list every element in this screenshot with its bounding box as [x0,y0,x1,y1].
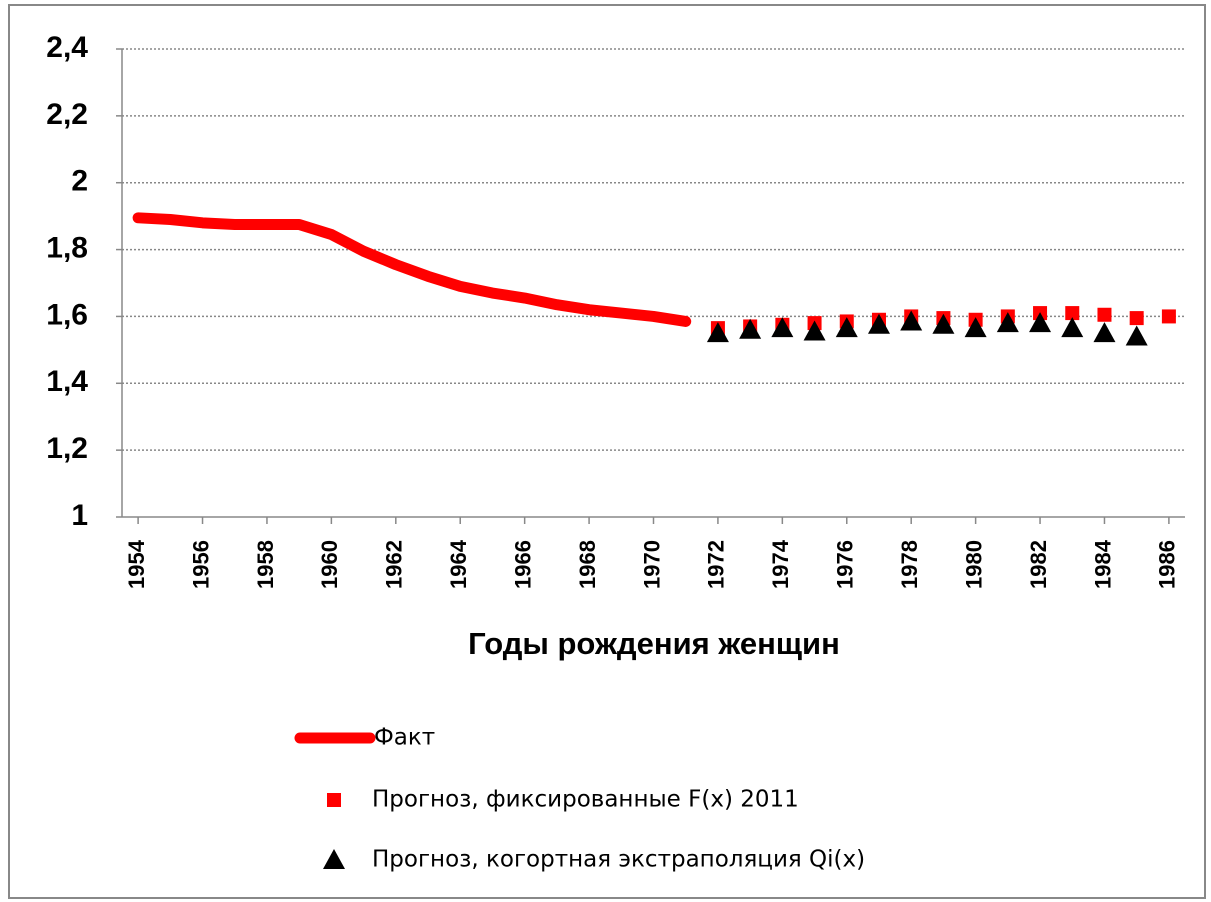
triangle-marker [964,317,987,338]
triangle-marker [1029,312,1052,333]
x-axis-label: Годы рождения женщин [468,626,840,661]
square-marker [1097,307,1112,322]
square-marker [1065,306,1080,321]
y-tick-label: 1 [71,499,88,532]
x-tick-label: 1962 [382,540,407,589]
square-marker [1161,309,1176,324]
square-marker [1129,311,1144,326]
x-tick-label: 1972 [704,540,729,589]
legend-swatch [323,849,345,869]
triangle-marker [900,310,923,331]
triangle-marker [803,320,826,341]
x-tick-label: 1956 [188,540,213,589]
triangle-marker [706,322,729,343]
triangle-marker [996,312,1019,333]
triangle-marker [771,317,794,338]
chart-frame [8,4,1206,899]
legend-label: Факт [374,725,435,751]
x-tick-label: 1964 [446,539,471,589]
x-tick-label: 1982 [1026,540,1051,589]
legend-swatch [327,793,341,807]
x-tick-label: 1970 [639,540,664,589]
x-tick-label: 1986 [1155,540,1180,589]
y-tick-label: 1,2 [46,432,88,465]
legend-label: Прогноз, фиксированные F(x) 2011 [372,787,799,813]
y-tick-label: 1,6 [46,298,88,331]
y-tick-label: 1,8 [46,231,88,264]
y-tick-label: 1,4 [46,365,88,398]
triangle-marker [835,317,858,338]
triangle-marker [1125,325,1148,346]
triangle-marker [1093,322,1116,343]
x-tick-label: 1966 [510,540,535,589]
series-line [132,212,692,327]
triangle-marker [867,313,890,334]
x-tick-label: 1958 [253,540,278,589]
y-tick-label: 2 [71,165,88,198]
x-tick-label: 1978 [897,540,922,589]
x-tick-label: 1960 [317,540,342,589]
legend-label: Прогноз, когортная экстраполяция Qi(x) [372,847,865,873]
x-tick-label: 1974 [768,539,793,589]
y-tick-label: 2,2 [46,98,88,131]
triangle-marker [739,318,762,339]
x-tick-label: 1984 [1090,539,1115,589]
x-tick-label: 1976 [833,540,858,589]
x-tick-label: 1954 [124,539,149,589]
y-tick-label: 2,4 [46,31,88,64]
triangle-marker [932,313,955,334]
x-tick-label: 1980 [961,540,986,589]
triangle-marker [1061,317,1084,338]
x-tick-label: 1968 [575,540,600,589]
